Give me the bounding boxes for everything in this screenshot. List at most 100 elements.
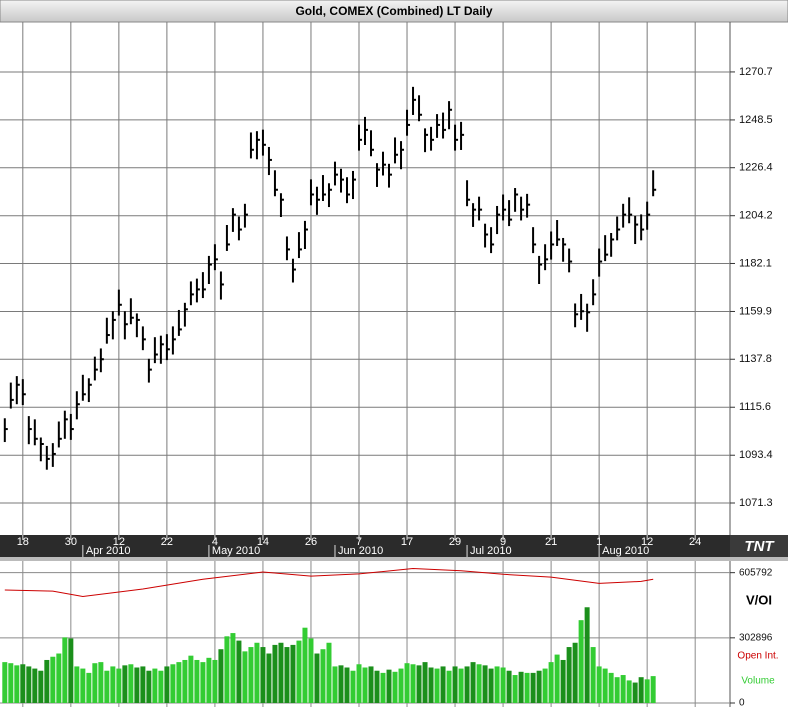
volume-bar: [20, 664, 26, 703]
y-tick-label: 0: [739, 698, 745, 707]
x-tick-label: 7: [356, 536, 362, 548]
volume-bar: [590, 647, 596, 703]
volume-bar: [44, 659, 50, 703]
volume-bar: [296, 640, 302, 703]
volume-bar: [242, 651, 248, 703]
x-tick-label: 14: [257, 536, 269, 548]
x-tick-label: 12: [641, 536, 653, 548]
volume-bar: [110, 666, 116, 703]
volume-bar: [122, 665, 128, 703]
month-label: May 2010: [212, 545, 260, 557]
volume-bar: [350, 670, 356, 703]
volume-bar: [164, 666, 170, 703]
y-tick-label: 1159.9: [739, 305, 772, 317]
volume-bar: [554, 654, 560, 703]
volume-bar: [266, 653, 272, 703]
volume-bar: [272, 644, 278, 703]
volume-bar: [200, 662, 206, 703]
y-tick-label: 1248.5: [739, 114, 773, 126]
volume-bar: [26, 666, 32, 703]
volume-bar: [560, 659, 566, 703]
month-label: Aug 2010: [602, 545, 649, 557]
volume-bar: [548, 662, 554, 703]
x-tick-label: 30: [65, 536, 77, 548]
volume-bar: [584, 607, 590, 703]
volume-bar: [614, 677, 620, 703]
volume-bar: [644, 679, 650, 703]
volume-bar: [176, 662, 182, 703]
volume-bar: [482, 665, 488, 703]
volume-bar: [230, 633, 236, 703]
volume-bar: [494, 666, 500, 703]
volume-bar: [596, 666, 602, 703]
volume-bar: [362, 667, 368, 703]
volume-bar: [80, 668, 86, 703]
volume-bar: [8, 663, 14, 703]
volume-bar: [530, 672, 536, 703]
volume-bar: [440, 666, 446, 703]
volume-bar: [380, 672, 386, 703]
volume-bar: [638, 677, 644, 703]
volume-bar: [338, 665, 344, 703]
volume-bar: [236, 640, 242, 703]
volume-bar: [194, 659, 200, 703]
volume-bar: [434, 668, 440, 703]
volume-bar: [98, 662, 104, 703]
volume-bar: [512, 675, 518, 703]
y-tick-label: 1137.8: [739, 353, 772, 365]
x-tick-label: 9: [500, 536, 506, 548]
y-tick-label: 1270.7: [739, 66, 773, 78]
volume-bar: [254, 642, 260, 703]
volume-bar: [56, 653, 62, 703]
x-tick-label: 26: [305, 536, 317, 548]
x-tick-label: 24: [689, 536, 701, 548]
legend-entry: Open Int.: [737, 651, 778, 662]
volume-bar: [392, 671, 398, 703]
volume-bar: [2, 662, 8, 703]
volume-bar: [86, 672, 92, 703]
volume-bar: [32, 668, 38, 703]
volume-bar: [452, 666, 458, 703]
volume-bar: [320, 649, 326, 703]
chart-title: Gold, COMEX (Combined) LT Daily: [295, 4, 492, 18]
volume-bar: [134, 667, 140, 703]
volume-bar: [278, 642, 284, 703]
volume-bar: [224, 636, 230, 703]
volume-bar: [92, 663, 98, 703]
y-tick-label: 1204.2: [739, 210, 773, 222]
volume-bar: [284, 647, 290, 703]
x-tick-label: 4: [212, 536, 218, 548]
volume-bar: [428, 667, 434, 703]
month-label: Jul 2010: [470, 545, 512, 557]
x-tick-label: 1: [596, 536, 602, 548]
volume-bar: [446, 670, 452, 703]
volume-bar: [542, 668, 548, 703]
y-tick-label: 302896: [739, 632, 773, 643]
y-tick-label: 1182.1: [739, 257, 772, 269]
volume-bar: [650, 676, 656, 703]
volume-bar: [374, 670, 380, 703]
logo: TNT: [744, 538, 775, 555]
volume-bar: [14, 665, 20, 703]
volume-bar: [470, 662, 476, 703]
y-tick-label: 1093.4: [739, 449, 773, 461]
volume-bar: [158, 670, 164, 703]
title-bar: [0, 0, 788, 23]
volume-bar: [572, 642, 578, 703]
volume-bar: [314, 653, 320, 703]
volume-bar: [488, 668, 494, 703]
volume-bar: [578, 620, 584, 703]
y-tick-label: 1115.6: [739, 401, 771, 413]
logo-box: [730, 535, 788, 557]
volume-bar: [140, 666, 146, 703]
volume-bar: [398, 668, 404, 703]
volume-bar: [602, 668, 608, 703]
volume-bar: [188, 655, 194, 703]
x-tick-label: 22: [161, 536, 173, 548]
volume-bar: [260, 647, 266, 703]
volume-bar: [290, 644, 296, 703]
x-tick-label: 17: [401, 536, 413, 548]
x-tick-label: 12: [113, 536, 125, 548]
volume-bar: [50, 656, 56, 703]
